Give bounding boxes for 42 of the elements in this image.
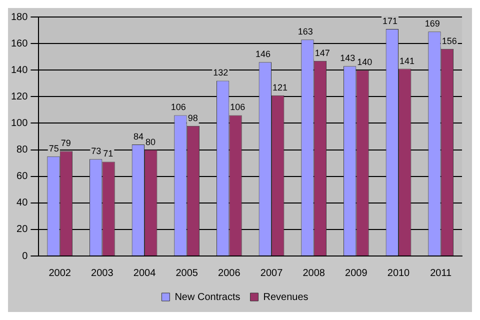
data-label: 98 bbox=[188, 112, 198, 123]
data-label: 71 bbox=[103, 148, 114, 159]
x-tick-label: 2003 bbox=[91, 268, 114, 279]
y-tick-label: 80 bbox=[16, 144, 28, 156]
x-tick-label: 2002 bbox=[48, 268, 72, 279]
data-label: 75 bbox=[48, 143, 59, 154]
x-tick-label: 2009 bbox=[345, 268, 368, 279]
data-label: 163 bbox=[298, 26, 313, 37]
y-tick-label: 100 bbox=[10, 118, 28, 129]
data-label: 106 bbox=[170, 102, 186, 112]
data-label: 106 bbox=[230, 102, 246, 112]
x-tick-label: 2005 bbox=[176, 268, 198, 279]
x-tick-label: 2008 bbox=[302, 268, 326, 279]
y-tick-label: 60 bbox=[16, 171, 28, 182]
data-label: 73 bbox=[91, 146, 102, 156]
x-tick-label: 2007 bbox=[260, 268, 284, 279]
y-tick-label: 120 bbox=[10, 91, 28, 102]
data-label: 141 bbox=[400, 56, 415, 66]
data-label: 84 bbox=[134, 131, 144, 142]
data-label: 147 bbox=[314, 48, 330, 58]
data-label: 169 bbox=[424, 18, 440, 29]
data-label: 79 bbox=[60, 138, 71, 148]
data-label: 143 bbox=[340, 53, 356, 64]
data-label: 80 bbox=[146, 136, 156, 147]
legend-label: Revenues bbox=[263, 292, 308, 303]
data-label: 121 bbox=[272, 82, 288, 92]
x-tick-label: 2010 bbox=[387, 268, 410, 279]
x-tick-label: 2011 bbox=[430, 268, 452, 279]
legend-label: New Contracts bbox=[174, 292, 240, 303]
y-tick-label: 180 bbox=[10, 12, 28, 23]
data-label: 132 bbox=[213, 68, 228, 78]
data-label: 171 bbox=[382, 16, 398, 26]
x-tick-label: 2004 bbox=[133, 268, 156, 279]
data-label: 146 bbox=[255, 49, 271, 60]
y-tick-label: 160 bbox=[10, 38, 28, 50]
y-tick-label: 140 bbox=[10, 64, 28, 76]
data-label: 140 bbox=[357, 57, 372, 68]
data-label: 156 bbox=[442, 36, 457, 46]
x-tick-label: 2006 bbox=[218, 268, 241, 279]
y-tick-label: 40 bbox=[16, 198, 28, 209]
y-tick-label: 20 bbox=[16, 224, 28, 236]
y-tick-label: 0 bbox=[22, 250, 28, 262]
